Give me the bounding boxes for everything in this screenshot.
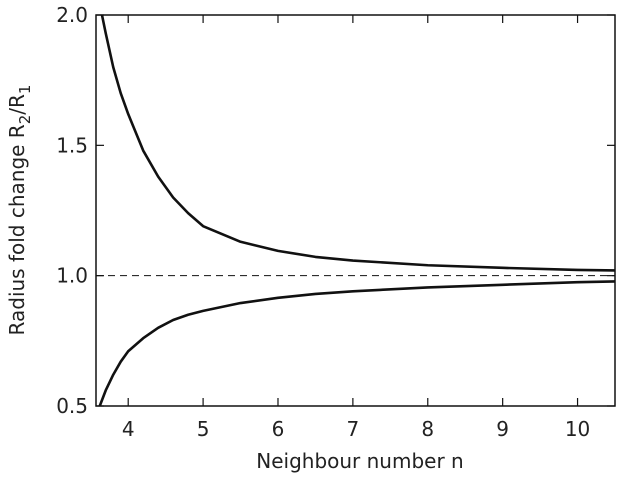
x-tick-label: 7 [347, 417, 360, 441]
x-tick-label: 10 [565, 417, 590, 441]
x-axis-label: Neighbour number n [256, 449, 463, 473]
x-tick-label: 4 [122, 417, 135, 441]
x-tick-label: 5 [197, 417, 210, 441]
y-tick-label: 1.0 [56, 264, 88, 288]
y-tick-label: 1.5 [56, 133, 88, 157]
x-tick-label: 9 [496, 417, 509, 441]
curve [98, 280, 616, 407]
x-tick-label: 6 [272, 417, 285, 441]
x-tick-label: 8 [421, 417, 434, 441]
y-tick-label: 0.5 [56, 394, 88, 418]
curve [100, 14, 616, 272]
y-axis-label: Radius fold change R2/R1 [5, 85, 34, 336]
plot-frame [95, 14, 616, 407]
y-tick-label: 2.0 [56, 3, 88, 27]
